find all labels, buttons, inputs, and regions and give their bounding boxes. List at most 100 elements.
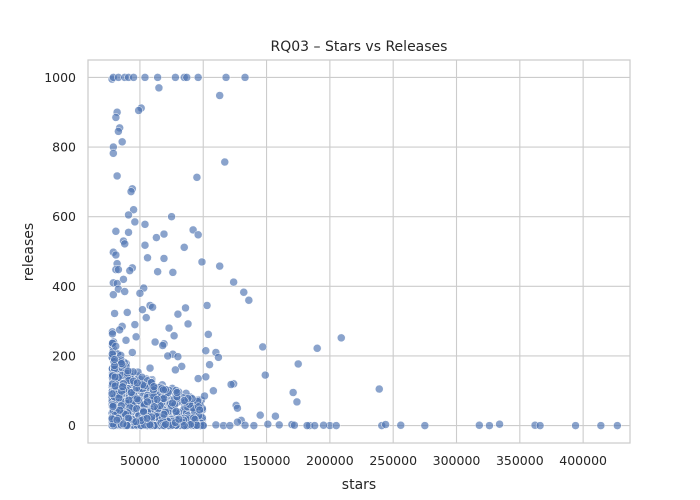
scatter-point [239,287,249,297]
scatter-point [215,261,224,271]
scatter-point [263,419,273,429]
x-tick-label: 100000 [179,453,227,468]
scatter-point [182,73,192,82]
scatter-point [233,403,242,413]
scatter-point [171,365,180,375]
scatter-point [221,73,231,82]
scatter-point [258,342,268,352]
scatter-point [168,268,178,277]
y-tick-label: 200 [52,348,76,363]
scatter-point [293,359,303,369]
scatter-point [159,385,168,395]
scatter-point [129,205,138,214]
scatter-point [168,398,177,408]
scatter-point [596,421,606,430]
scatter-point [302,421,312,430]
scatter-point [124,228,133,237]
scatter-point [140,220,150,229]
scatter-point [240,73,250,82]
scatter-point [114,127,123,136]
scatter-point [152,233,161,242]
scatter-point [288,388,298,397]
scatter-point [495,419,504,429]
scatter-point [167,212,176,221]
scatter-point [132,378,142,388]
scatter-point [143,397,152,407]
grid [88,60,630,443]
scatter-points [107,73,622,430]
scatter-point [211,420,221,430]
scatter-point [179,396,189,405]
scatter-point [381,420,390,429]
scatter-point [143,253,152,263]
scatter-point [145,363,155,373]
scatter-point [124,395,134,405]
scatter-point [108,402,118,411]
scatter-point [193,374,203,383]
scatter-point [420,421,430,430]
scatter-point [111,341,120,351]
scatter-point [112,415,122,425]
scatter-point [197,257,207,267]
scatter-point [112,171,122,181]
scatter-point [181,303,190,313]
scatter-point [183,319,193,329]
scatter-point [159,254,169,263]
scatter-point [124,210,133,220]
scatter-point [117,359,126,368]
scatter-point [150,337,160,347]
y-tick-label: 400 [52,279,76,294]
scatter-point [173,309,183,319]
y-axis-label: releases [21,223,37,281]
scatter-point [290,420,299,430]
scatter-point [158,341,167,350]
scatter-point [126,187,136,196]
scatter-point [171,407,181,416]
tick-labels: 50000 100000 150000 200000 250000 300000 35000… [44,70,607,468]
scatter-point [134,106,143,115]
scatter-point [337,333,346,343]
scatter-point [114,265,123,274]
scatter-point [153,73,162,82]
scatter-point [121,336,131,345]
scatter-point [535,421,545,430]
scatter-point [202,301,212,310]
scatter-point [255,410,265,420]
scatter-point [271,411,280,421]
scatter-point [132,394,142,404]
scatter-point [111,227,121,236]
scatter-point [123,366,133,376]
scatter-point [131,332,141,342]
scatter-point [475,420,484,430]
scatter-point [140,73,150,82]
scatter-point [142,414,152,423]
scatter-point [201,346,211,355]
scatter-point [193,73,203,82]
scatter-point [214,353,223,362]
scatter-point [130,320,140,329]
scatter-point [261,370,270,380]
scatter-point [225,421,235,430]
scatter-point [179,421,189,430]
scatter-point [135,289,145,298]
scatter-point [119,275,128,284]
scatter-point [193,230,203,240]
y-tick-label: 600 [52,209,76,224]
scatter-point [130,217,140,227]
scatter-point [154,83,164,93]
scatter-point [220,157,230,167]
scatter-point [152,395,162,404]
scatter-point [174,414,184,424]
scatter-point [205,360,214,369]
scatter-point [161,420,170,429]
scatter-point [131,417,141,426]
scatter-point [140,240,150,250]
scatter-point [229,277,238,287]
scatter-point [201,372,211,382]
scatter-point [233,417,242,427]
scatter-point [120,287,129,296]
x-tick-label: 250000 [369,453,417,468]
scatter-point [129,73,138,82]
